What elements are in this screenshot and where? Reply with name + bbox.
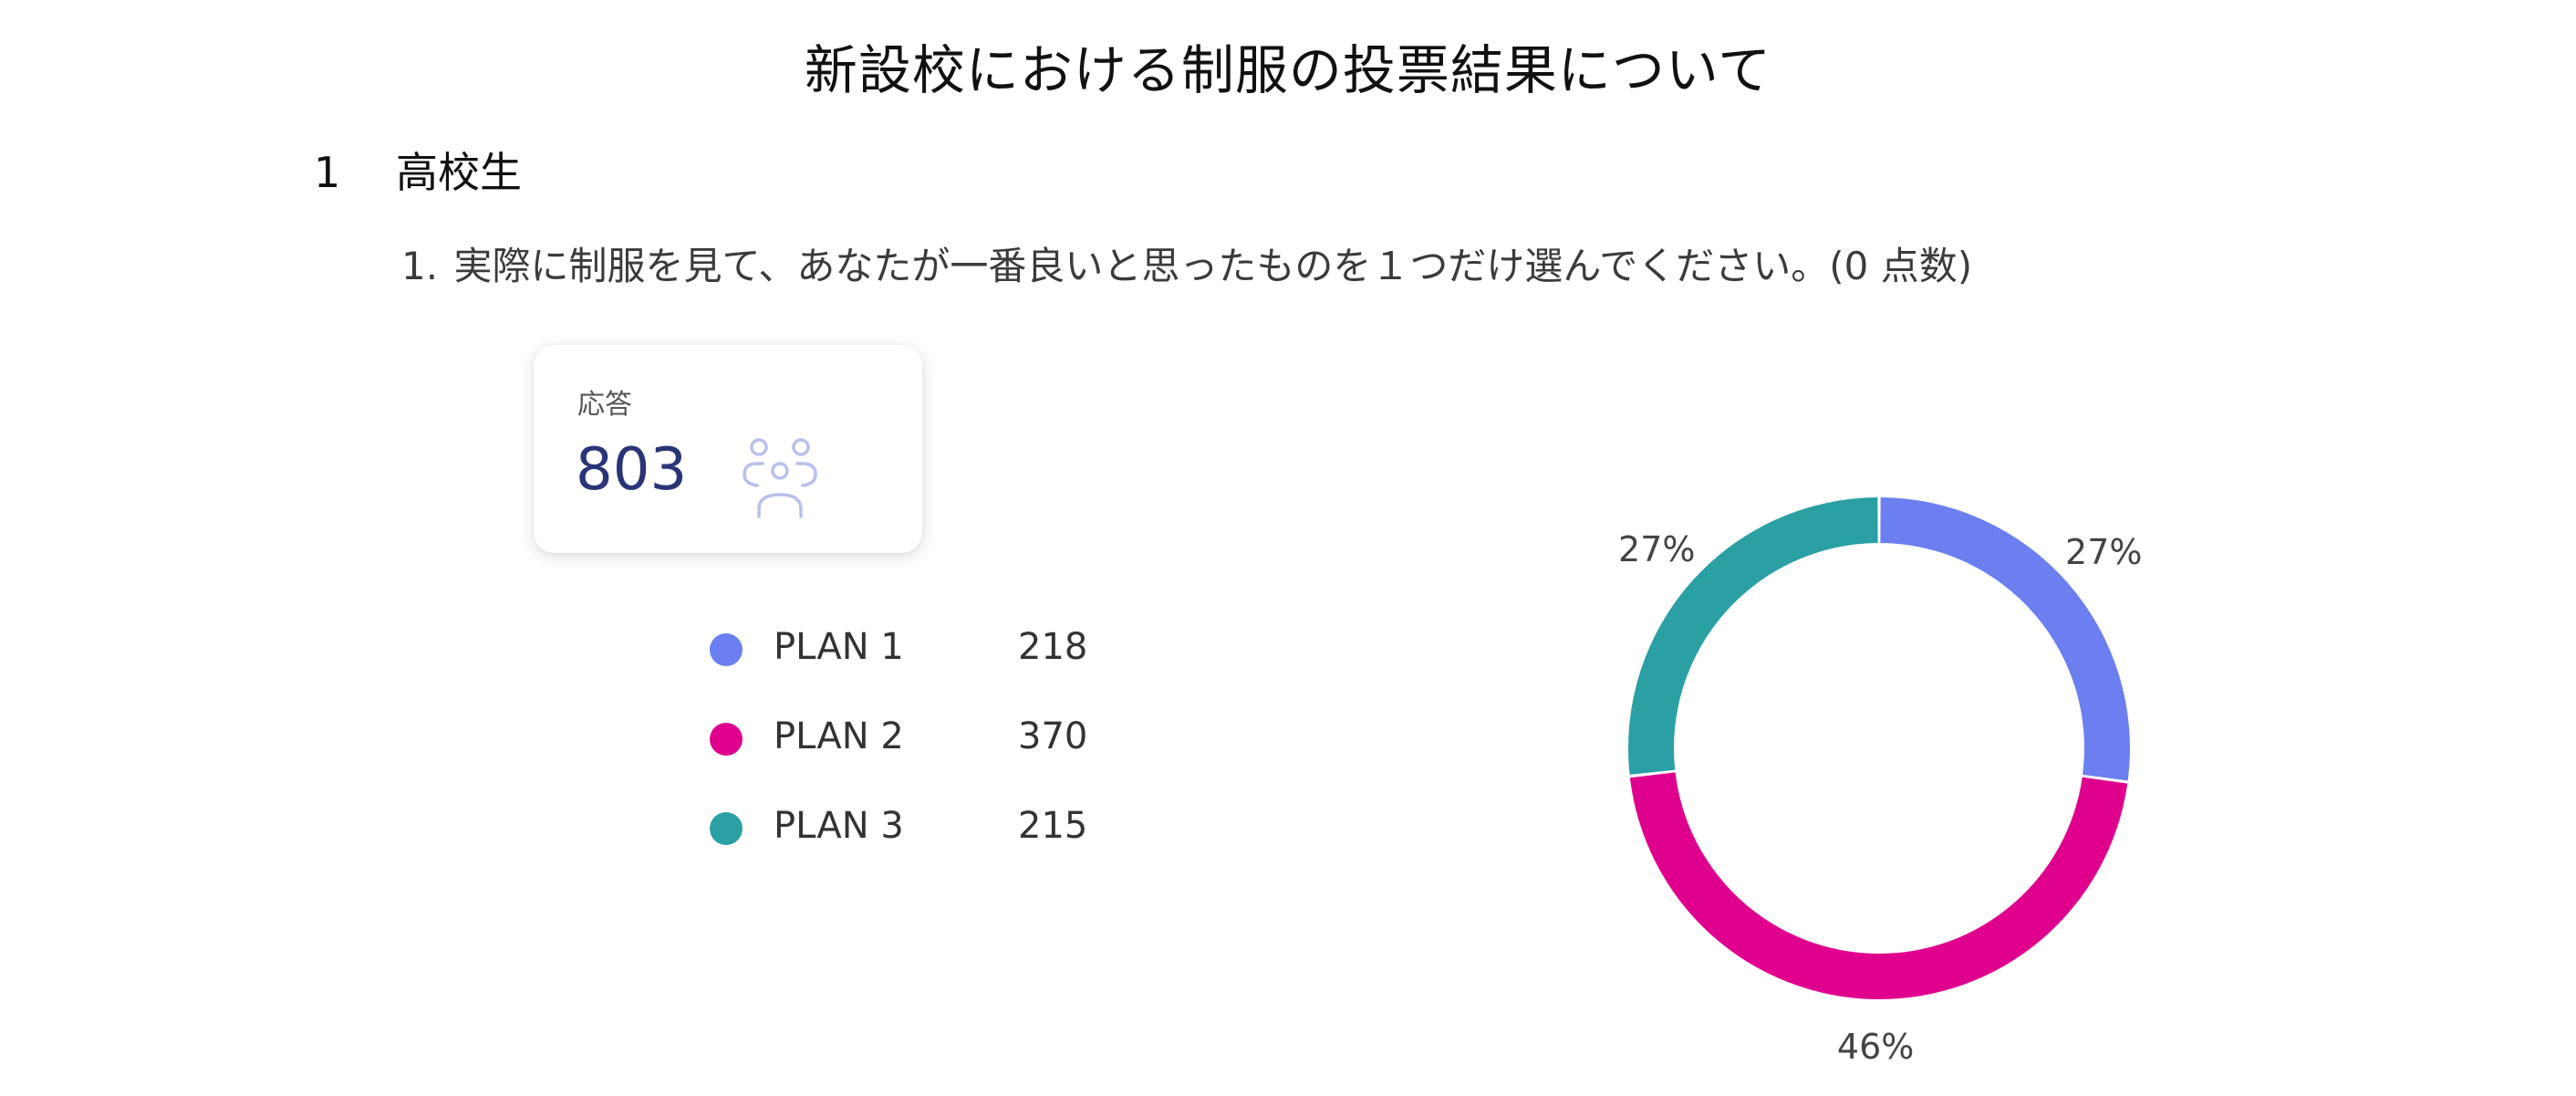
question-text: 実際に制服を見て、あなたが一番良いと思ったものを１つだけ選んでください。(0 点…	[453, 244, 1973, 288]
legend-item-plan-1: PLAN 1 218	[710, 621, 1220, 710]
legend-label-plan-3: PLAN 3	[774, 805, 904, 847]
chart-legend: PLAN 1 218 PLAN 2 370 PLAN 3 215	[710, 621, 1220, 889]
legend-dot-plan-1	[710, 633, 743, 666]
section-heading: 1 高校生	[314, 140, 522, 200]
section-title: 高校生	[396, 148, 522, 197]
document-title: 新設校における制服の投票結果について	[804, 39, 1772, 101]
donut-slice-plan-2	[1629, 772, 2128, 999]
percent-label-plan-2: 46%	[1837, 1027, 1914, 1067]
percent-label-plan-1: 27%	[2065, 532, 2142, 572]
responses-count: 803	[576, 436, 688, 504]
question-heading: 1. 実際に制服を見て、あなたが一番良いと思ったものを１つだけ選んでください。(…	[401, 235, 1972, 291]
legend-dot-plan-2	[710, 723, 743, 756]
donut-slice-plan-3	[1628, 497, 1878, 775]
responses-card: 応答 803	[534, 345, 922, 553]
percent-label-plan-3: 27%	[1618, 529, 1695, 569]
donut-slice-plan-1	[1880, 497, 2130, 781]
legend-item-plan-2: PLAN 2 370	[710, 710, 1220, 799]
section-number: 1	[314, 148, 341, 197]
legend-value-plan-2: 370	[1018, 715, 1088, 757]
legend-value-plan-1: 218	[1018, 626, 1088, 668]
legend-label-plan-1: PLAN 1	[774, 626, 904, 668]
legend-label-plan-2: PLAN 2	[774, 715, 904, 757]
legend-value-plan-3: 215	[1018, 805, 1088, 847]
question-number: 1.	[401, 244, 439, 288]
legend-dot-plan-3	[710, 812, 743, 845]
people-icon	[743, 438, 817, 518]
legend-item-plan-3: PLAN 3 215	[710, 799, 1220, 889]
responses-label: 応答	[577, 389, 632, 421]
donut-chart: 27% 46% 27%	[1618, 497, 2143, 1067]
